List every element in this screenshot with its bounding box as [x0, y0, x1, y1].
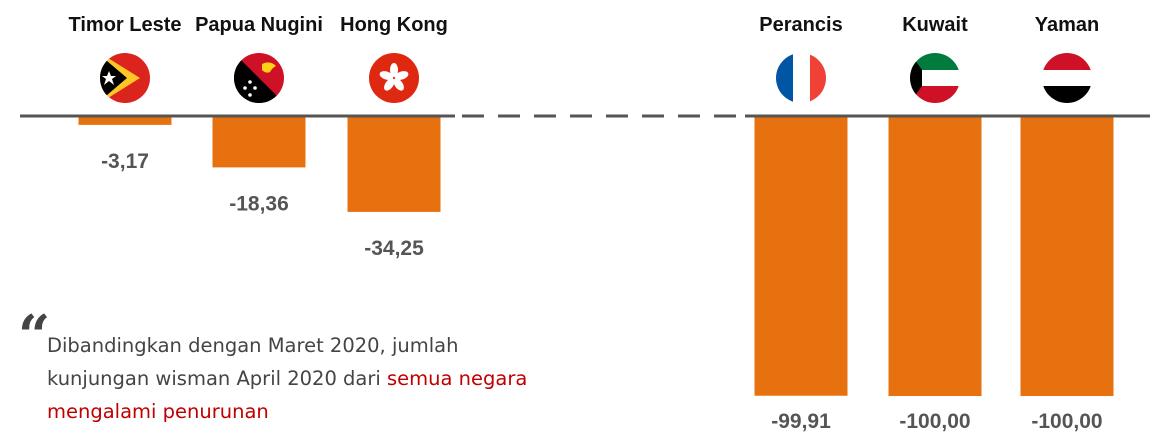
flag-yaman	[1042, 53, 1092, 103]
category-label: Papua Nugini	[195, 14, 323, 36]
category-label: Timor Leste	[69, 14, 182, 36]
annotation-text: kunjungan wisman April 2020 dari	[47, 367, 387, 390]
bar	[754, 116, 848, 396]
bar	[1020, 116, 1114, 396]
bar	[78, 116, 172, 125]
annotation-text: mengalami penurunan	[47, 400, 269, 423]
annotation-text: semua negara	[387, 367, 527, 390]
flag-perancis	[776, 53, 826, 103]
category-label: Perancis	[759, 14, 842, 36]
flag-timor-leste	[100, 53, 150, 103]
value-label: -18,36	[229, 192, 289, 215]
flag-kuwait	[910, 53, 960, 103]
quote-mark: “	[18, 303, 50, 369]
value-label: -3,17	[101, 150, 149, 173]
value-label: -34,25	[364, 237, 424, 260]
value-label: -100,00	[1031, 410, 1102, 433]
value-label: -99,91	[771, 410, 831, 433]
annotation-text: Dibandingkan dengan Maret 2020, jumlah	[47, 334, 458, 357]
value-label: -100,00	[899, 410, 970, 433]
category-label: Hong Kong	[340, 14, 448, 36]
bars	[78, 116, 1114, 396]
bar	[347, 116, 441, 212]
annotation: Dibandingkan dengan Maret 2020, jumlah ku…	[47, 334, 527, 423]
bar	[212, 116, 306, 168]
bar	[888, 116, 982, 396]
flag-hong-kong	[369, 53, 419, 103]
flag-papua-nugini	[234, 53, 284, 103]
category-label: Yaman	[1035, 14, 1099, 36]
category-label: Kuwait	[902, 14, 968, 36]
